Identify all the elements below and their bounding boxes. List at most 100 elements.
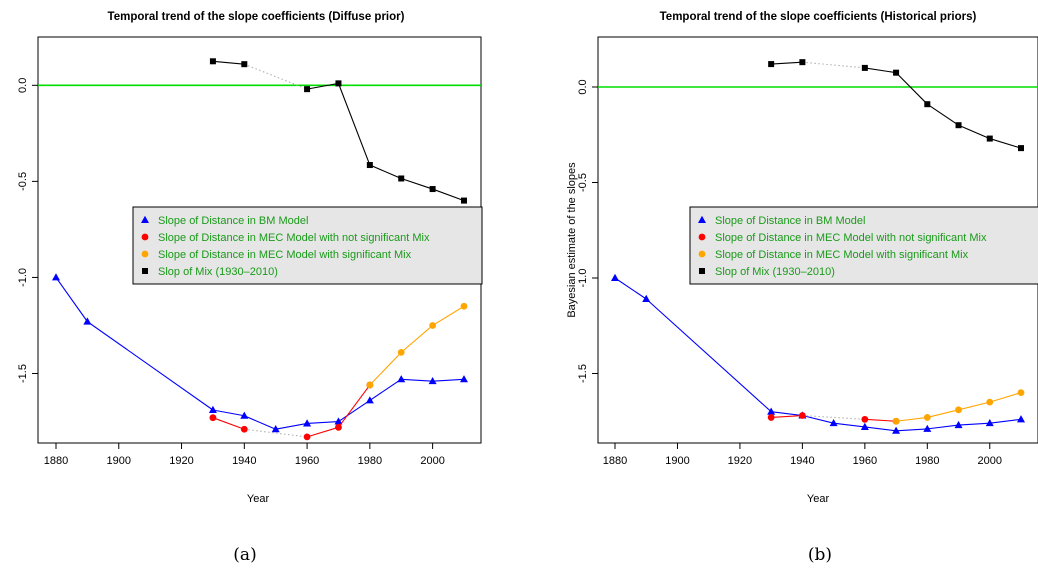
data-point — [955, 406, 962, 414]
gap-segment — [244, 428, 308, 438]
legend-marker — [142, 268, 148, 274]
y-tick-label: 0.0 — [17, 78, 29, 93]
data-point — [460, 302, 468, 310]
axis-ticks: 1880 1900 1920 1940 1960 1980 2000 0.0 -0.5 -1.0 -… — [17, 78, 445, 467]
data-point — [829, 418, 838, 427]
data-point — [335, 80, 342, 87]
data-point — [429, 186, 436, 193]
data-point — [1017, 415, 1025, 423]
line-segment — [614, 277, 647, 300]
legend-entry: Slope of Distance in MEC Model with sign… — [141, 249, 412, 261]
gap-segment — [244, 63, 308, 90]
data-point — [366, 162, 373, 169]
legend: Slope of Distance in BM Model Slope of Di… — [689, 206, 1038, 285]
data-point — [398, 175, 405, 182]
legend-marker — [698, 215, 706, 223]
y-tick-label: -0.5 — [17, 172, 29, 191]
x-tick-label: 2000 — [978, 455, 1002, 467]
data-point — [986, 398, 994, 406]
line-segment — [833, 422, 865, 428]
data-point — [1018, 145, 1024, 152]
line-segment — [307, 420, 339, 425]
line-segment — [401, 177, 433, 190]
legend-label: Slope of Distance in MEC Model with sign… — [158, 249, 412, 261]
series-layer — [52, 58, 468, 441]
data-point — [799, 59, 806, 66]
data-point — [861, 415, 869, 423]
line-segment — [87, 321, 214, 411]
line-segment — [369, 351, 402, 386]
line-segment — [771, 414, 803, 418]
data-point — [303, 419, 312, 427]
data-point — [954, 420, 963, 429]
data-point — [1017, 389, 1025, 396]
mec-significant-series — [366, 302, 468, 389]
data-point — [924, 101, 931, 108]
line-segment — [306, 426, 339, 438]
caption: (a) — [233, 545, 256, 565]
data-point — [860, 422, 869, 430]
data-point — [83, 317, 92, 325]
legend-entry: Slope of Distance in MEC Model with not … — [141, 232, 430, 244]
legend: Slope of Distance in BM Model Slope of Di… — [132, 206, 483, 285]
data-point — [985, 418, 994, 427]
data-point — [241, 61, 248, 68]
x-tick-label: 1900 — [107, 455, 131, 467]
line-segment — [55, 277, 88, 322]
plot-frame — [597, 36, 1038, 444]
data-point — [304, 86, 311, 93]
x-tick-label: 1980 — [915, 455, 939, 467]
legend-label: Slope of Distance in MEC Model with not … — [715, 232, 987, 244]
line-segment — [338, 399, 371, 422]
data-point — [611, 273, 619, 281]
line-segment — [212, 409, 245, 417]
line-segment — [864, 67, 897, 74]
mix-slope-series — [209, 58, 467, 204]
data-point — [955, 122, 962, 129]
line-segment — [958, 422, 990, 426]
line-segment — [895, 72, 928, 105]
line-segment — [432, 305, 465, 326]
line-segment — [212, 417, 245, 430]
x-tick-label: 1960 — [853, 455, 877, 467]
data-point — [767, 407, 776, 415]
line-segment — [771, 61, 803, 65]
x-tick-label: 1980 — [358, 455, 382, 467]
legend-box — [689, 206, 1038, 285]
line-segment — [401, 378, 433, 382]
data-point — [767, 414, 775, 421]
legend-entry: Slope of Distance in BM Model — [141, 215, 308, 227]
line-segment — [771, 411, 803, 417]
line-segment — [244, 415, 276, 430]
x-axis-title: Year — [807, 493, 830, 505]
gap-segment — [802, 414, 865, 420]
data-point — [397, 348, 405, 356]
legend-label: Slop of Mix (1930–2010) — [158, 266, 278, 278]
data-point — [429, 322, 437, 329]
data-point — [335, 423, 342, 431]
legend-box — [132, 206, 483, 285]
legend-marker — [141, 215, 149, 223]
x-tick-label: 1960 — [295, 455, 319, 467]
legend-entry: Slope of Distance in MEC Model with sign… — [698, 249, 969, 261]
y-tick-label: -1.0 — [17, 268, 29, 287]
line-segment — [306, 82, 339, 90]
x-axis-title: Year — [247, 493, 270, 505]
legend-marker — [698, 233, 706, 241]
line-segment — [927, 103, 959, 126]
panel-a: Temporal trend of the slope coefficients… — [17, 11, 483, 565]
mix-slope-series — [768, 59, 1024, 152]
line-segment — [864, 426, 897, 432]
y-tick-label: -1.0 — [577, 269, 589, 288]
line-segment — [802, 414, 834, 424]
legend-entry: Slop of Mix (1930–2010) — [142, 266, 278, 278]
data-point — [460, 375, 468, 383]
mec-not-significant-series — [209, 381, 374, 441]
line-segment — [400, 325, 433, 353]
x-tick-label: 1880 — [603, 455, 627, 467]
legend-label: Slope of Distance in BM Model — [158, 215, 308, 227]
data-point — [366, 381, 374, 389]
line-segment — [369, 378, 402, 401]
x-tick-label: 1940 — [232, 455, 256, 467]
y-tick-label: -1.5 — [577, 364, 589, 383]
